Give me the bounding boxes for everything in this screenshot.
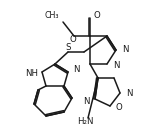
- Text: N: N: [122, 44, 128, 53]
- Text: N: N: [84, 96, 90, 105]
- Text: NH: NH: [25, 70, 38, 79]
- Text: N: N: [73, 66, 79, 75]
- Text: O: O: [94, 12, 101, 21]
- Text: S: S: [65, 42, 71, 51]
- Text: N: N: [126, 88, 133, 98]
- Text: CH₃: CH₃: [45, 12, 59, 21]
- Text: O: O: [115, 103, 122, 113]
- Text: N: N: [113, 60, 119, 70]
- Text: O: O: [70, 36, 76, 44]
- Text: H₂N: H₂N: [77, 118, 93, 126]
